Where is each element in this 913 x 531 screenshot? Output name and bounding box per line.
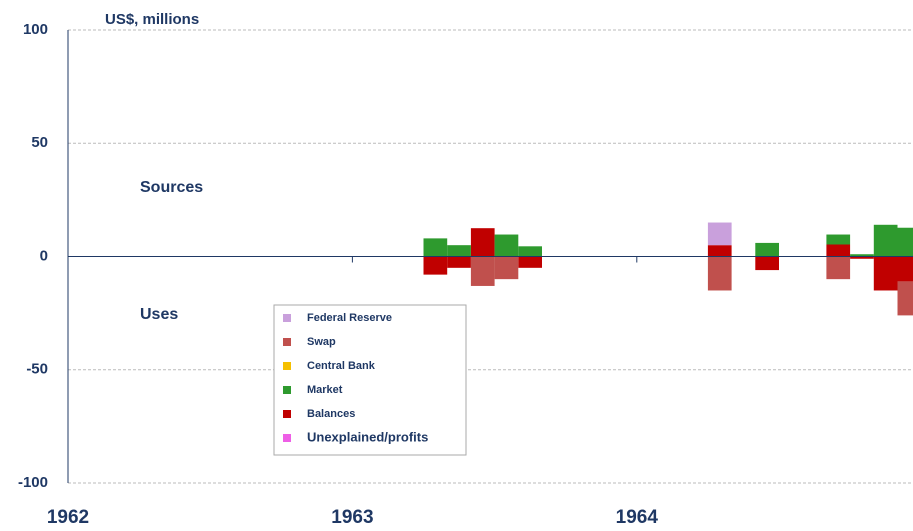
- bar-segment: [447, 256, 471, 268]
- y-tick-label: -100: [18, 474, 48, 491]
- bar-segment: [897, 281, 913, 316]
- legend-swatch: [283, 362, 291, 370]
- y-tick-label: 50: [31, 134, 48, 151]
- bar-segment: [873, 224, 898, 257]
- legend-swatch: [283, 434, 291, 442]
- y-tick-label: 100: [23, 21, 48, 38]
- bar-segment: [494, 234, 519, 257]
- x-tick-label: 1963: [331, 507, 373, 528]
- unit-label: US$, millions: [105, 11, 199, 28]
- legend-label: Swap: [307, 336, 336, 348]
- y-tick-label: -50: [26, 361, 48, 378]
- bar-segment: [423, 238, 448, 257]
- bar-segment: [897, 256, 913, 282]
- bar-segment: [755, 242, 779, 257]
- y-tick-label: 0: [40, 247, 48, 264]
- bar-segment: [494, 256, 519, 280]
- x-tick-label: 1964: [616, 507, 659, 528]
- legend-label: Federal Reserve: [307, 312, 392, 324]
- annotation: Sources: [140, 179, 203, 196]
- bar-segment: [470, 228, 495, 257]
- bar-segment: [850, 256, 874, 259]
- legend-label: Unexplained/profits: [307, 429, 428, 444]
- legend-swatch: [283, 338, 291, 346]
- legend-swatch: [283, 386, 291, 394]
- bar-segment: [707, 245, 732, 257]
- legend-label: Central Bank: [307, 360, 376, 372]
- legend-label: Balances: [307, 408, 355, 420]
- bar-segment: [755, 256, 779, 271]
- annotation: Uses: [140, 306, 178, 323]
- bar-segment: [707, 222, 732, 246]
- legend-swatch: [283, 410, 291, 418]
- bar-segment: [826, 234, 851, 245]
- bar-segment: [423, 256, 448, 275]
- bar-segment: [850, 254, 874, 257]
- bar-segment: [707, 256, 732, 291]
- bar-segment: [826, 244, 851, 257]
- legend-swatch: [283, 314, 291, 322]
- bar-segment: [470, 256, 495, 286]
- bar-segment: [447, 245, 471, 257]
- bar-segment: [518, 246, 542, 257]
- bar-segment: [873, 256, 898, 291]
- x-tick-label: 1962: [47, 507, 89, 528]
- bar-segment: [826, 256, 851, 280]
- legend-label: Market: [307, 384, 343, 396]
- legend: [273, 304, 467, 456]
- bars: [423, 222, 913, 316]
- bar-segment: [518, 256, 542, 268]
- bar-segment: [897, 227, 913, 257]
